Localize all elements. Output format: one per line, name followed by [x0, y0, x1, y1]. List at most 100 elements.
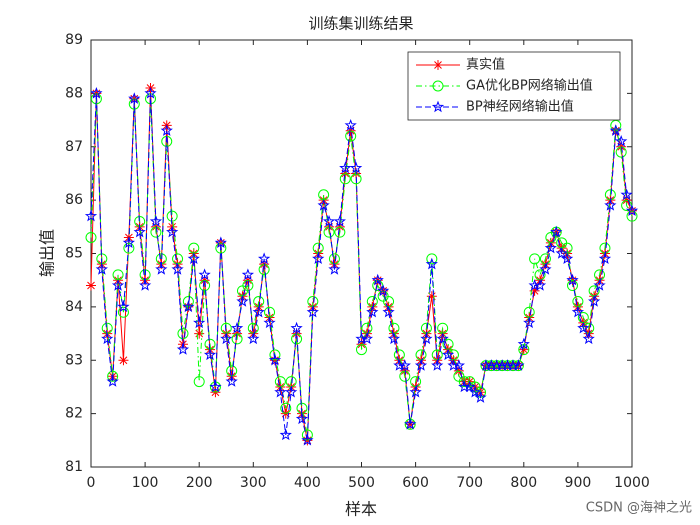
legend-marker — [432, 80, 444, 92]
data-point — [318, 189, 330, 201]
data-point — [323, 226, 335, 238]
data-point — [533, 279, 547, 291]
data-point — [426, 291, 437, 302]
data-point — [534, 269, 546, 281]
data-point — [566, 280, 578, 291]
data-point — [539, 253, 551, 265]
data-point — [594, 269, 606, 281]
data-point — [383, 296, 395, 307]
data-point — [264, 306, 276, 318]
data-point — [150, 226, 162, 238]
data-point — [345, 130, 357, 142]
data-point — [398, 359, 411, 371]
data-point — [133, 225, 146, 238]
data-point — [544, 241, 557, 254]
data-point — [420, 332, 433, 345]
data-point — [161, 135, 173, 147]
data-point — [452, 359, 465, 371]
data-point — [518, 344, 530, 355]
x-tick-label: 700 — [456, 475, 483, 491]
data-point — [263, 316, 276, 329]
data-point — [599, 242, 611, 254]
data-point — [420, 322, 432, 334]
data-point — [220, 322, 232, 334]
series-line — [90, 93, 633, 441]
data-point — [604, 189, 616, 201]
data-point — [588, 285, 600, 297]
data-point — [598, 252, 612, 265]
x-tick-label: 800 — [510, 475, 537, 491]
data-point — [90, 86, 103, 99]
data-point — [155, 263, 168, 275]
data-point — [577, 321, 590, 334]
data-point — [626, 210, 638, 222]
data-point — [382, 305, 395, 318]
watermark: CSDN @海神之光 — [586, 501, 692, 516]
data-point — [366, 296, 378, 307]
data-point — [209, 380, 222, 393]
data-point — [468, 385, 482, 398]
data-point — [123, 242, 135, 254]
data-point — [344, 118, 357, 131]
x-tick-label: 900 — [565, 475, 592, 491]
data-point — [95, 263, 108, 275]
data-point — [529, 253, 541, 265]
data-point — [106, 375, 119, 387]
data-point — [84, 209, 98, 222]
data-point — [295, 412, 309, 425]
data-point — [582, 332, 595, 345]
x-tick-label: 400 — [294, 475, 321, 491]
data-point — [274, 376, 286, 388]
y-tick-label: 88 — [65, 85, 83, 101]
data-point — [588, 295, 601, 307]
data-point — [204, 338, 216, 350]
data-point — [414, 359, 428, 371]
y-tick-label: 87 — [65, 139, 83, 155]
data-point — [128, 92, 141, 104]
y-tick-label: 81 — [65, 459, 83, 475]
data-point — [437, 322, 449, 334]
data-point — [387, 332, 401, 345]
y-tick-label: 84 — [65, 299, 83, 315]
data-point — [399, 370, 411, 382]
data-point — [441, 348, 455, 361]
data-point — [404, 417, 417, 430]
data-point — [139, 269, 151, 281]
data-point — [572, 296, 584, 307]
data-point — [291, 333, 303, 345]
legend-label: 真实值 — [466, 57, 505, 73]
data-point — [334, 226, 346, 238]
data-point — [371, 273, 384, 286]
data-point — [523, 316, 536, 329]
x-tick-label: 600 — [402, 475, 429, 491]
data-point — [236, 295, 249, 307]
data-point — [101, 332, 114, 345]
data-point — [328, 253, 340, 265]
data-point — [101, 322, 113, 334]
data-point — [268, 353, 282, 366]
data-point — [604, 199, 617, 211]
legend-label: BP神经网络输出值 — [466, 99, 574, 115]
legend-label: GA优化BP网络输出值 — [466, 78, 593, 94]
data-point — [214, 236, 227, 249]
data-point — [231, 333, 243, 345]
data-point — [166, 210, 178, 222]
data-point — [177, 328, 189, 339]
y-axis-label: 输出值 — [38, 229, 57, 277]
data-point — [529, 285, 540, 296]
data-point — [193, 316, 206, 329]
x-tick-label: 0 — [87, 475, 96, 491]
data-point — [307, 296, 319, 307]
data-point — [285, 376, 297, 388]
data-point — [377, 284, 390, 297]
data-point — [425, 257, 438, 270]
data-point — [609, 124, 622, 136]
data-point — [431, 359, 444, 371]
data-point — [160, 124, 173, 136]
data-point — [333, 215, 346, 227]
data-point — [593, 279, 606, 291]
data-point — [621, 200, 633, 211]
x-tick-label: 300 — [240, 475, 267, 491]
data-point — [274, 385, 287, 398]
data-point — [128, 98, 140, 110]
